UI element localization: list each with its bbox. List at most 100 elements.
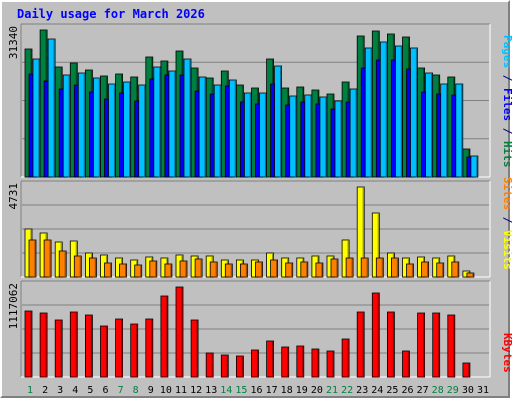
x-tick-label-day-11: 11	[175, 385, 187, 396]
legend-entry: Pages	[501, 35, 512, 68]
bar-kbytes-day-1	[24, 310, 33, 378]
x-tick-label-day-24: 24	[371, 385, 383, 396]
x-tick-label-day-30: 30	[462, 385, 474, 396]
bar-kbytes-day-29	[447, 314, 456, 378]
y-max-label: 31340	[7, 26, 20, 59]
bar-sites-day-27	[421, 261, 430, 278]
x-tick-label-day-7: 7	[118, 385, 124, 396]
legend: Sites / Visits	[501, 177, 512, 270]
bar-sites-day-25	[390, 257, 399, 278]
x-tick-label-day-6: 6	[102, 385, 108, 396]
legend-entry: /	[501, 68, 512, 88]
x-tick-label-day-22: 22	[341, 385, 353, 396]
bar-kbytes-day-8	[130, 323, 139, 378]
x-tick-label-day-1: 1	[27, 385, 33, 396]
bar-kbytes-day-7	[115, 318, 123, 378]
x-tick-label-day-19: 19	[296, 385, 308, 396]
bar-visits-day-24	[371, 212, 380, 278]
legend: Pages / Files / Hits	[501, 35, 512, 168]
bar-sites-day-14	[224, 263, 233, 278]
bar-kbytes-day-4	[69, 311, 78, 378]
bar-kbytes-day-23	[356, 311, 365, 378]
bar-sites-day-19	[300, 261, 309, 278]
bar-sites-day-3	[58, 250, 67, 278]
x-tick-label-day-21: 21	[326, 385, 338, 396]
bar-sites-day-20	[315, 262, 324, 278]
bar-kbytes-day-25	[386, 311, 395, 378]
x-tick-label-day-9: 9	[148, 385, 154, 396]
bar-pages-day-29	[455, 83, 464, 178]
x-tick-label-day-5: 5	[87, 385, 93, 396]
x-tick-label-day-14: 14	[220, 385, 232, 396]
x-tick-label-day-2: 2	[42, 385, 48, 396]
x-tick-label-day-13: 13	[205, 385, 217, 396]
bar-sites-day-2	[43, 239, 52, 278]
x-tick-label-day-25: 25	[386, 385, 398, 396]
bar-kbytes-day-11	[175, 286, 184, 378]
bar-sites-day-23	[360, 257, 369, 278]
bar-sites-day-24	[375, 257, 384, 278]
y-max-label: 1117062	[7, 283, 20, 329]
bar-sites-day-9	[149, 260, 158, 278]
bar-sites-day-10	[164, 263, 173, 278]
legend: KBytes	[501, 333, 512, 373]
x-tick-label-day-12: 12	[190, 385, 202, 396]
legend-entry: Hits	[501, 141, 512, 168]
bar-kbytes-day-27	[417, 312, 426, 378]
x-tick-label-day-16: 16	[250, 385, 262, 396]
bar-visits-day-23	[356, 186, 365, 278]
bar-kbytes-day-20	[311, 348, 320, 378]
bar-sites-day-28	[436, 262, 445, 278]
bar-kbytes-day-30	[462, 362, 471, 378]
bar-kbytes-day-5	[85, 314, 93, 378]
bar-kbytes-day-16	[251, 349, 259, 378]
x-tick-label-day-8: 8	[133, 385, 139, 396]
legend-entry: /	[501, 121, 512, 141]
x-tick-label-day-3: 3	[57, 385, 63, 396]
bar-sites-day-16	[255, 261, 263, 278]
bar-sites-day-29	[451, 261, 460, 278]
bar-kbytes-day-6	[100, 325, 108, 378]
bar-sites-day-22	[345, 257, 354, 278]
bar-kbytes-day-13	[205, 352, 214, 378]
bar-sites-day-5	[89, 257, 97, 278]
bar-kbytes-day-2	[39, 312, 48, 378]
bar-sites-day-18	[285, 262, 294, 278]
bar-kbytes-day-22	[341, 338, 350, 378]
bar-kbytes-day-24	[371, 292, 380, 378]
x-tick-label-day-27: 27	[417, 385, 429, 396]
bar-sites-day-1	[28, 239, 37, 278]
bar-sites-day-15	[239, 263, 248, 278]
legend-entry: Files	[501, 88, 512, 121]
bar-sites-day-7	[119, 263, 127, 278]
x-tick-label-day-10: 10	[160, 385, 172, 396]
y-max-label: 4731	[7, 183, 20, 210]
x-tick-label-day-29: 29	[447, 385, 459, 396]
x-tick-label-day-26: 26	[401, 385, 413, 396]
bar-sites-day-13	[209, 261, 218, 278]
bar-sites-day-26	[406, 263, 414, 278]
bar-sites-day-30	[466, 272, 475, 278]
bar-kbytes-day-26	[402, 350, 410, 378]
x-tick-label-day-18: 18	[281, 385, 293, 396]
bar-kbytes-day-15	[235, 355, 244, 378]
legend-entry: Sites	[501, 177, 512, 210]
bar-kbytes-day-3	[54, 319, 63, 378]
x-tick-label-day-23: 23	[356, 385, 368, 396]
bar-kbytes-day-17	[266, 340, 275, 378]
chart-title: Daily usage for March 2026	[17, 7, 205, 21]
bar-kbytes-day-18	[281, 346, 290, 378]
bar-sites-day-17	[270, 259, 279, 278]
x-tick-label-day-17: 17	[266, 385, 278, 396]
bar-kbytes-day-21	[326, 350, 335, 378]
bar-sites-day-11	[179, 260, 188, 278]
bar-sites-day-8	[134, 264, 143, 278]
bar-kbytes-day-9	[145, 318, 154, 378]
legend-entry: Visits	[501, 230, 512, 270]
bar-sites-day-6	[104, 262, 112, 278]
bar-kbytes-day-28	[432, 312, 441, 378]
bar-kbytes-day-14	[220, 354, 229, 378]
bar-kbytes-day-12	[190, 319, 199, 378]
bar-sites-day-12	[194, 258, 203, 278]
